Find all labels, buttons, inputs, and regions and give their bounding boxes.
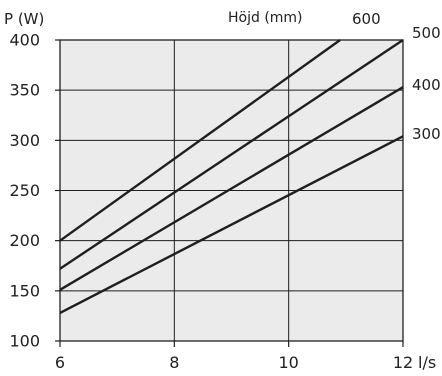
y-tick-label: 350 <box>9 81 40 100</box>
y-tick-label: 400 <box>9 31 40 50</box>
series-line-300 <box>59 135 404 314</box>
x-tick-label: 8 <box>169 353 179 372</box>
series-label-400: 400 <box>412 76 441 94</box>
grid <box>60 40 403 341</box>
series-label-500: 500 <box>412 24 441 42</box>
series-label-300: 300 <box>412 125 441 143</box>
y-axis-label: P (W) <box>4 10 44 28</box>
y-tick-label: 300 <box>9 131 40 150</box>
legend-title: Höjd (mm) <box>228 10 303 26</box>
series-label-600: 600 <box>352 10 381 28</box>
y-tick-label: 150 <box>9 281 40 300</box>
x-tick-label: 6 <box>55 353 65 372</box>
tick-labels: 6 8 10 12 100 150 200 250 300 350 400 <box>9 31 413 373</box>
series-labels: 600 500 400 300 <box>352 10 441 143</box>
x-axis-label: l/s <box>418 353 436 372</box>
series-line-500 <box>59 39 404 270</box>
y-tick-label: 100 <box>9 332 40 351</box>
x-tick-label: 12 <box>393 353 413 372</box>
series-lines <box>59 39 404 314</box>
series-line-400 <box>59 86 404 291</box>
y-tick-label: 200 <box>9 231 40 250</box>
x-tick-label: 10 <box>278 353 298 372</box>
y-tick-label: 250 <box>9 181 40 200</box>
series-line-600 <box>59 39 341 242</box>
